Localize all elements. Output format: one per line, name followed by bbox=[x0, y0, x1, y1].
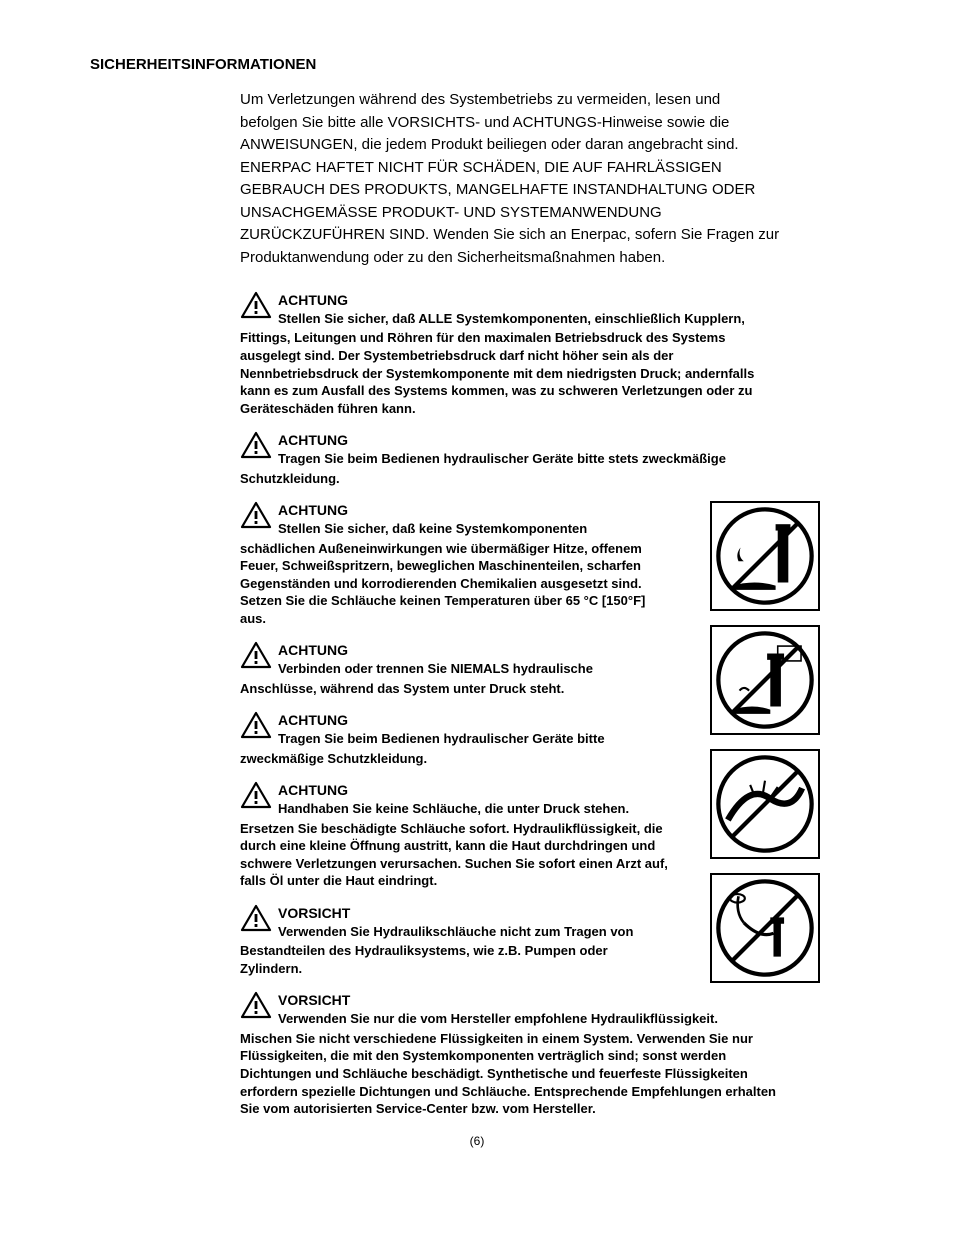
warning-title: VORSICHT bbox=[278, 991, 780, 1010]
warning-firstline: Tragen Sie beim Bedienen hydraulischer G… bbox=[278, 451, 726, 466]
intro-text: Um Verletzungen während des Systembetrie… bbox=[240, 89, 780, 269]
no-pressurized-hose-icon bbox=[710, 749, 820, 859]
warning-text: Schutzkleidung. bbox=[240, 470, 780, 488]
warning-title: ACHTUNG bbox=[278, 291, 780, 310]
no-carry-by-hose-icon bbox=[710, 873, 820, 983]
no-connect-under-pressure-icon bbox=[710, 625, 820, 735]
warning-firstline: Handhaben Sie keine Schläuche, die unter… bbox=[278, 801, 629, 816]
warning-block: ACHTUNG Verbinden oder trennen Sie NIEMA… bbox=[240, 641, 680, 697]
warning-text: Ersetzen Sie beschädigte Schläuche sofor… bbox=[240, 820, 670, 890]
warning-triangle-icon bbox=[240, 501, 272, 529]
warning-firstline: Tragen Sie beim Bedienen hydraulischer G… bbox=[278, 731, 605, 746]
warning-text: schädlichen Außeneinwirkungen wie übermä… bbox=[240, 540, 670, 628]
warning-firstline: Stellen Sie sicher, daß keine Systemkomp… bbox=[278, 521, 587, 536]
warning-title: ACHTUNG bbox=[278, 501, 670, 520]
warning-triangle-icon bbox=[240, 991, 272, 1019]
warning-text: Mischen Sie nicht verschiedene Flüssigke… bbox=[240, 1030, 780, 1118]
warning-title: ACHTUNG bbox=[278, 781, 670, 800]
warning-block: VORSICHT Verwenden Sie Hydraulikschläuch… bbox=[240, 904, 680, 978]
warning-triangle-icon bbox=[240, 291, 272, 319]
warning-block: VORSICHT Verwenden Sie nur die vom Herst… bbox=[240, 991, 864, 1117]
warning-triangle-icon bbox=[240, 904, 272, 932]
warning-block: ACHTUNG Stellen Sie sicher, daß keine Sy… bbox=[240, 501, 680, 627]
warning-block: ACHTUNG Stellen Sie sicher, daß ALLE Sys… bbox=[240, 291, 864, 417]
warning-block: ACHTUNG Handhaben Sie keine Schläuche, d… bbox=[240, 781, 680, 890]
warning-firstline: Verbinden oder trennen Sie NIEMALS hydra… bbox=[278, 661, 593, 676]
page-number: (6) bbox=[90, 1134, 864, 1148]
warning-text: Bestandteilen des Hydrauliksystems, wie … bbox=[240, 942, 670, 977]
warning-triangle-icon bbox=[240, 781, 272, 809]
warning-firstline: Verwenden Sie nur die vom Hersteller emp… bbox=[278, 1011, 718, 1026]
warning-firstline: Verwenden Sie Hydraulikschläuche nicht z… bbox=[278, 924, 633, 939]
warning-triangle-icon bbox=[240, 711, 272, 739]
warning-block: ACHTUNG Tragen Sie beim Bedienen hydraul… bbox=[240, 711, 680, 767]
warning-text: Fittings, Leitungen und Röhren für den m… bbox=[240, 329, 780, 417]
warning-title: ACHTUNG bbox=[278, 641, 670, 660]
warning-text: Anschlüsse, während das System unter Dru… bbox=[240, 680, 670, 698]
warning-triangle-icon bbox=[240, 641, 272, 669]
warning-title: VORSICHT bbox=[278, 904, 670, 923]
no-heat-cylinder-icon bbox=[710, 501, 820, 611]
warning-text: zweckmäßige Schutzkleidung. bbox=[240, 750, 670, 768]
warning-firstline: Stellen Sie sicher, daß ALLE Systemkompo… bbox=[278, 311, 745, 326]
warning-title: ACHTUNG bbox=[278, 711, 670, 730]
page-title: SICHERHEITSINFORMATIONEN bbox=[90, 56, 864, 73]
warning-triangle-icon bbox=[240, 431, 272, 459]
warning-block: ACHTUNG Tragen Sie beim Bedienen hydraul… bbox=[240, 431, 864, 487]
warning-title: ACHTUNG bbox=[278, 431, 780, 450]
